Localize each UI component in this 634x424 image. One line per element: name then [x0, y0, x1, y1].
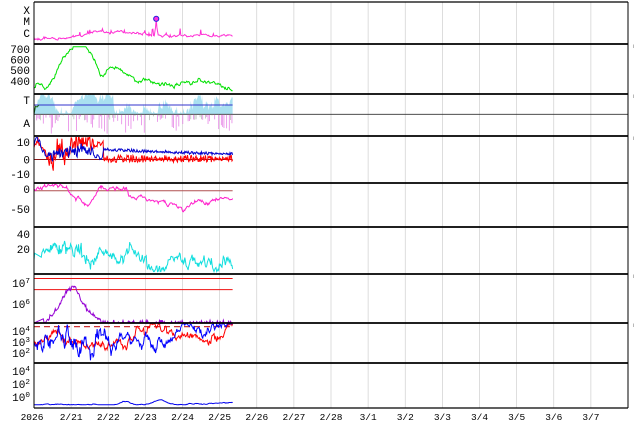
svg-text:3/4: 3/4	[471, 412, 488, 423]
svg-text:400: 400	[10, 77, 30, 89]
svg-text:2/22: 2/22	[97, 412, 120, 423]
svg-text:2/21: 2/21	[60, 412, 83, 423]
svg-text:0: 0	[23, 156, 30, 168]
svg-text:2/25: 2/25	[208, 412, 231, 423]
svg-text:A: A	[23, 119, 30, 131]
svg-text:2/23: 2/23	[134, 412, 157, 423]
svg-text:2/26: 2/26	[245, 412, 268, 423]
svg-text:2/28: 2/28	[320, 412, 343, 423]
svg-text:20: 20	[17, 245, 30, 257]
svg-text:-50: -50	[10, 205, 30, 217]
svg-text:2/27: 2/27	[282, 412, 305, 423]
svg-text:M: M	[23, 17, 30, 29]
svg-text:10: 10	[17, 138, 30, 150]
svg-text:C: C	[23, 29, 30, 41]
svg-text:3/5: 3/5	[508, 412, 525, 423]
svg-text:3/6: 3/6	[545, 412, 562, 423]
svg-text:0: 0	[23, 185, 30, 197]
svg-text:3/7: 3/7	[582, 412, 599, 423]
svg-text:T: T	[23, 96, 30, 108]
svg-text:40: 40	[17, 230, 30, 242]
svg-text:2/24: 2/24	[171, 412, 194, 423]
svg-text:3/2: 3/2	[397, 412, 414, 423]
svg-text:2026: 2026	[21, 412, 44, 423]
svg-text:-10: -10	[10, 170, 30, 182]
svg-text:3/3: 3/3	[434, 412, 451, 423]
svg-text:3/1: 3/1	[360, 412, 377, 423]
